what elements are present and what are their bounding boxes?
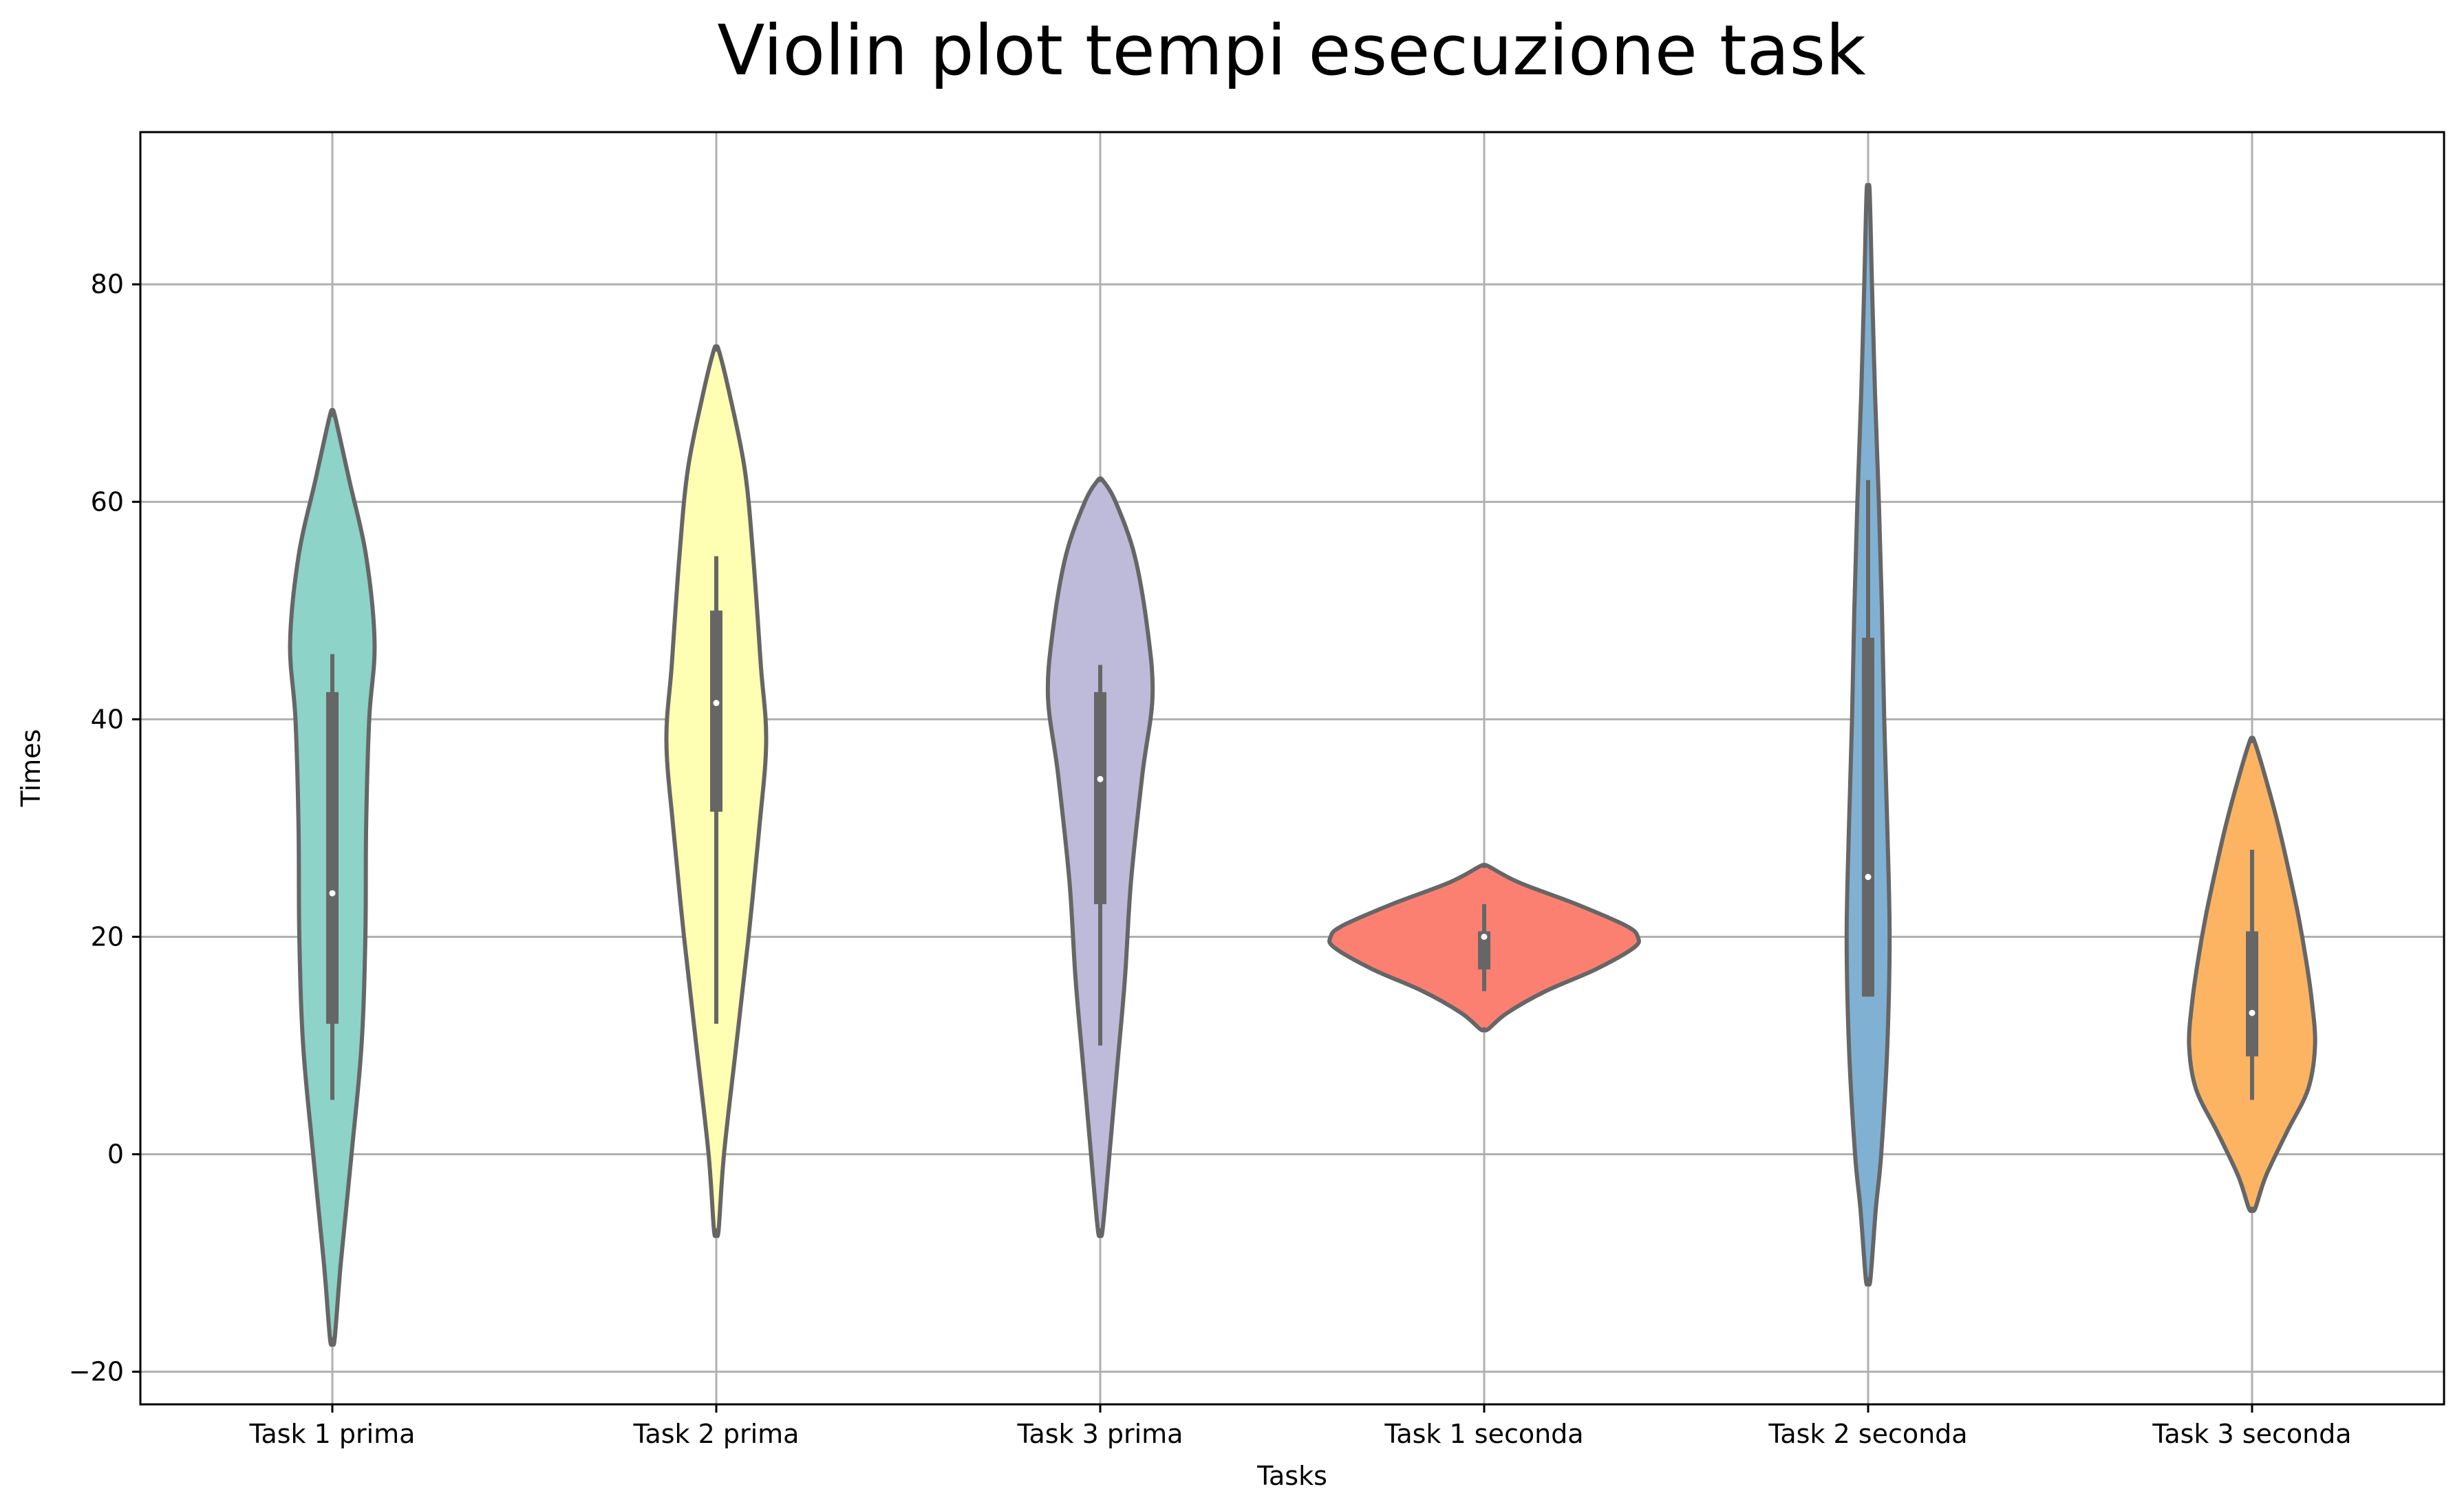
violin-iqr-box — [710, 610, 722, 812]
x-tick-label: Task 1 seconda — [1384, 1419, 1583, 1449]
y-tick-label: 60 — [91, 486, 124, 517]
violin-iqr-box — [1478, 931, 1490, 969]
violin-iqr-box — [2246, 931, 2258, 1057]
axis-ticks: −20 0 20 40 60 80 Task 1 prima Task 2 prima Task… — [69, 269, 2352, 1449]
y-tick-label: −20 — [69, 1357, 124, 1387]
y-tick-label: 20 — [91, 921, 124, 952]
violin-median-dot — [1865, 874, 1872, 881]
violin-iqr-box — [1094, 692, 1106, 905]
violin-5 — [1844, 183, 1892, 1287]
x-tick-label: Task 1 prima — [249, 1419, 416, 1449]
x-tick-label: Task 2 prima — [633, 1419, 800, 1449]
violin-6 — [2187, 736, 2317, 1213]
violin-median-dot — [329, 890, 336, 897]
plot-frame — [139, 131, 2445, 1406]
y-tick-label: 0 — [107, 1139, 124, 1170]
violin-median-dot — [713, 700, 720, 707]
violin-1 — [288, 407, 377, 1347]
violins — [288, 183, 2317, 1347]
x-tick-label: Task 3 seconda — [2152, 1419, 2351, 1449]
x-axis-label: Tasks — [1256, 1461, 1327, 1491]
violin-iqr-box — [1862, 637, 1874, 997]
grid-lines — [140, 132, 2444, 1404]
y-axis-label: Times — [16, 729, 46, 808]
x-tick-label: Task 2 seconda — [1768, 1419, 1967, 1449]
violin-iqr-box — [326, 692, 339, 1024]
chart-title: Violin plot tempi esecuzione task — [717, 10, 1866, 91]
violin-median-dot — [1481, 933, 1488, 940]
violin-3 — [1045, 476, 1155, 1239]
violin-median-dot — [1097, 775, 1104, 782]
violin-median-dot — [2249, 1009, 2256, 1016]
x-tick-label: Task 3 prima — [1017, 1419, 1183, 1449]
y-tick-label: 80 — [91, 269, 124, 299]
violin-2 — [664, 344, 769, 1239]
y-tick-label: 40 — [91, 704, 124, 734]
violin-4 — [1327, 862, 1641, 1033]
